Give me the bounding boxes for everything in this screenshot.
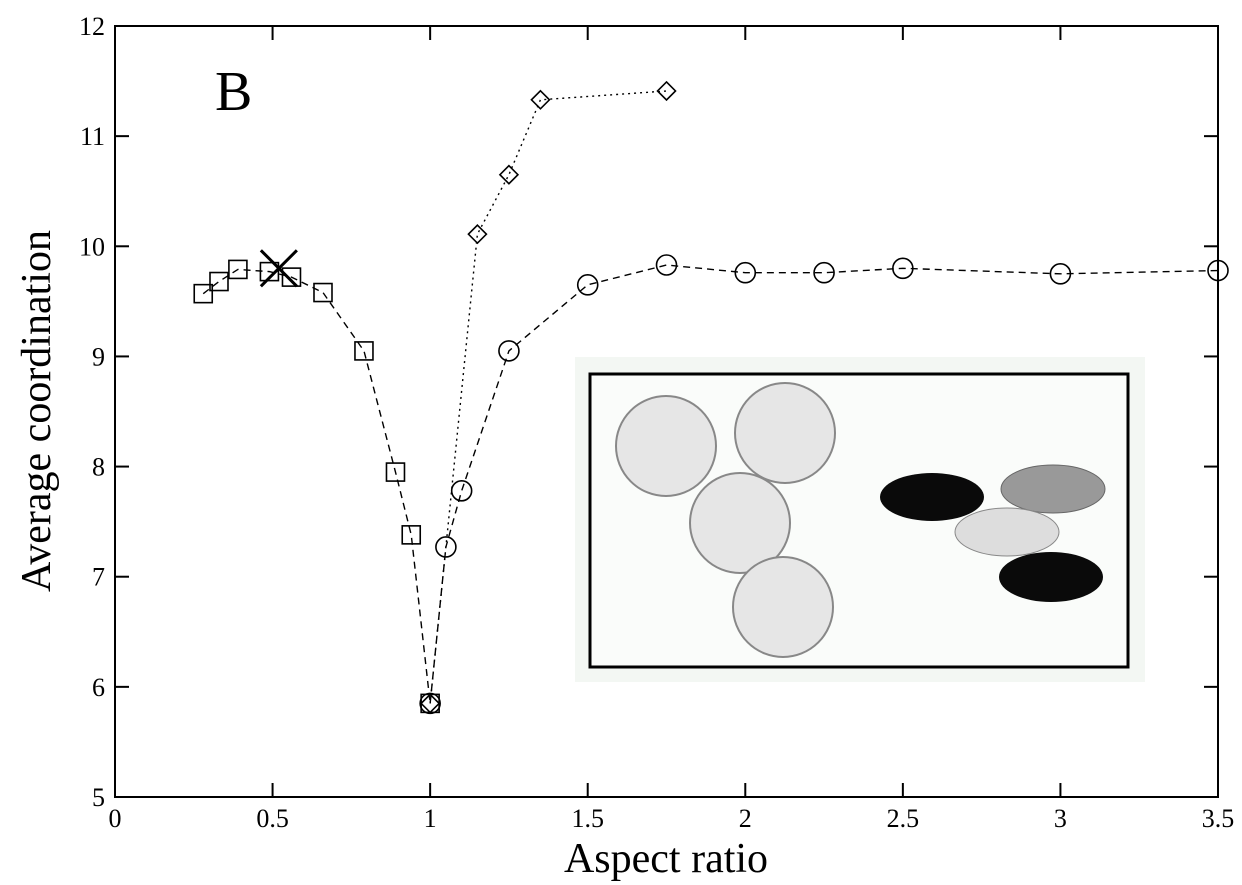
plot-frame [114,25,1219,798]
diamond-marker [656,80,677,102]
y-tick-label: 10 [79,232,105,261]
sphere [689,472,791,574]
circle-marker [655,254,678,276]
series-line [202,268,431,704]
circle-marker [450,480,473,502]
ellipsoid [954,507,1060,557]
sphere [732,556,834,658]
ellipsoid [880,473,984,521]
circle-marker [734,261,757,284]
diamond-marker [530,89,551,110]
y-axis-label: Average coordination [14,230,60,592]
y-tick-label: 11 [80,122,105,151]
circle-marker [498,340,520,362]
y-tick-label: 6 [92,673,105,702]
circle-marker [892,257,914,280]
y-tick-label: 7 [92,563,105,592]
square-marker [228,259,248,280]
sphere [734,382,836,484]
square-marker [313,282,333,303]
diamond-marker [420,693,441,714]
ellipsoid [999,552,1103,602]
x-tick-label: 0.5 [256,804,289,833]
series-line [429,264,1219,704]
square-marker [354,341,374,361]
square-marker [209,271,229,292]
panel-label: B [215,61,252,123]
circle-marker [576,274,599,296]
square-marker [401,525,422,545]
y-tick-label: 5 [92,783,105,812]
square-marker [259,261,280,282]
x-tick-label: 1.5 [571,804,604,833]
x-tick-label: 3 [1054,804,1067,833]
ellipsoid [1000,464,1106,514]
circle-marker [1207,259,1229,282]
circle-marker [1049,263,1072,285]
circle-marker [813,261,835,284]
x-tick-label: 3.5 [1202,804,1235,833]
square-marker [385,462,406,482]
sphere [615,395,717,497]
x-axis-label: Aspect ratio [564,836,768,882]
x-tick-label: 0 [109,804,122,833]
x-tick-label: 2.5 [887,804,920,833]
y-tick-label: 12 [79,12,105,41]
x-marker [259,249,298,288]
y-tick-label: 8 [92,453,105,482]
square-marker [281,267,302,287]
x-tick-label: 2 [739,804,752,833]
diamond-marker [467,224,488,245]
diamond-marker [498,164,520,185]
inset-image [575,357,1145,682]
square-marker [193,283,214,304]
circle-marker [435,536,457,558]
x-tick-label: 1 [424,804,437,833]
y-tick-label: 9 [92,342,105,371]
